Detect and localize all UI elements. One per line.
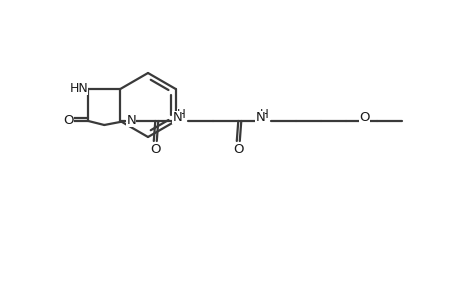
Text: O: O [233,142,243,155]
Text: O: O [63,113,73,127]
Text: N: N [255,110,264,124]
Text: H: H [259,107,268,121]
Text: O: O [358,110,369,124]
Text: N: N [172,110,182,124]
Text: HN: HN [69,82,88,94]
Text: H: H [177,107,185,121]
Text: N: N [126,113,136,127]
Text: O: O [150,142,160,155]
